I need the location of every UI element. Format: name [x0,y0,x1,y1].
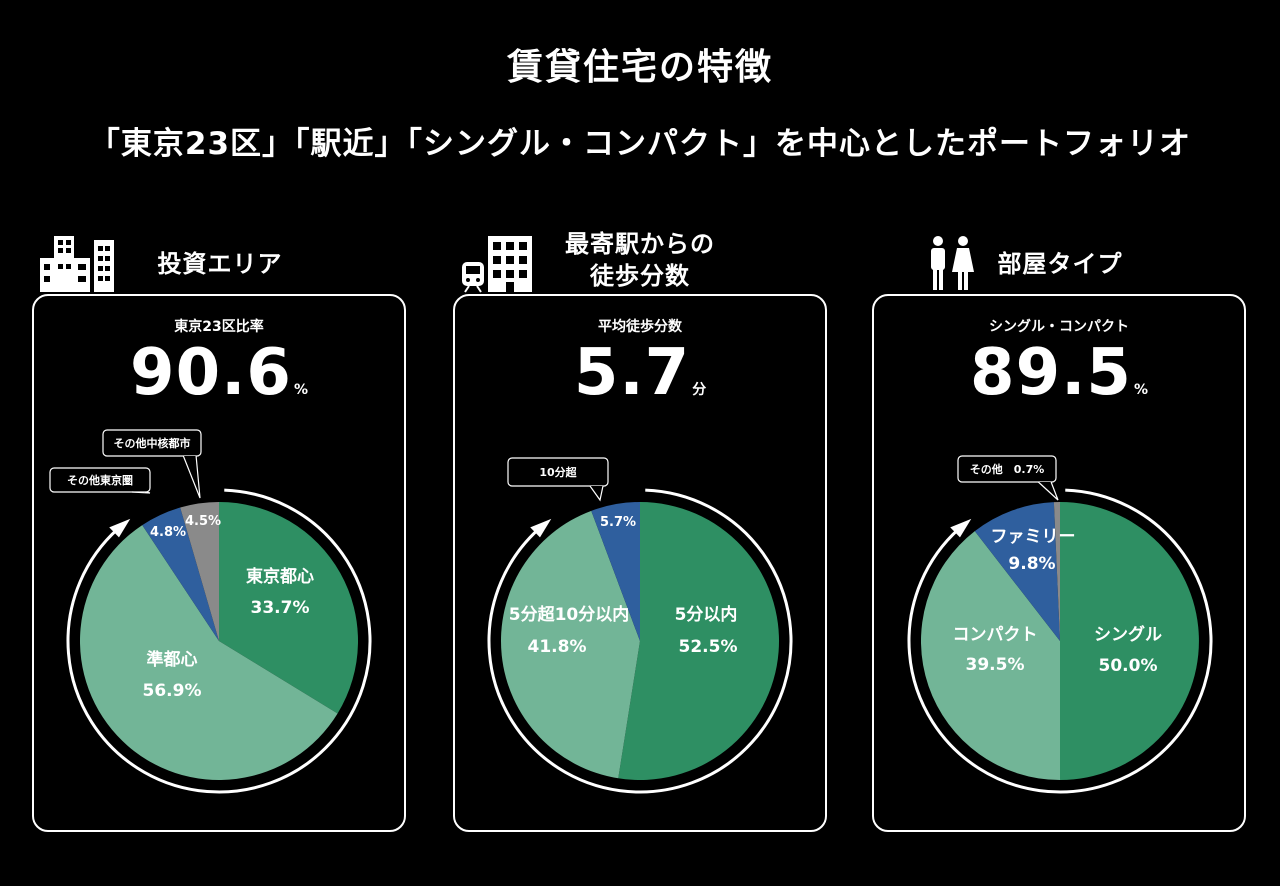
metric-number: 89.5 [970,336,1132,410]
callout-box [957,455,1057,483]
section-heading-room: 部屋タイプ [997,250,1123,278]
slice-category-label: 準都心 [147,649,198,670]
slice-value-label: 4.8% [150,525,186,540]
slice-value-label: 52.5% [679,637,738,657]
callout-pointer [131,491,151,494]
callout-pointer [1037,481,1059,501]
pie-slice [80,525,338,781]
callout-pointer [589,485,604,502]
pie-slice [142,507,219,641]
metric-number: 90.6 [130,336,292,410]
metric-label: 平均徒歩分数 [598,319,682,335]
buildings-icon [40,236,114,292]
callout-label: その他 0.7% [970,462,1045,476]
pie-slice [591,502,640,641]
walk-panel: 平均徒歩分数 5.7 分 [453,294,827,832]
metric-value: 90.6% [34,336,404,410]
slice-category-label: 5分以内 [675,604,738,625]
slice-category-label: 東京都心 [246,566,314,587]
slice-value-label: 4.5% [185,514,221,529]
area-panel: 東京23区比率 90.6% [32,294,406,832]
callout-box [102,429,202,457]
arrow-head-icon [109,518,131,538]
callout-box [507,457,609,487]
section-heading-walk-line2: 徒歩分数 [590,262,690,290]
callout-label: 10分超 [539,465,577,479]
pie-slice [974,502,1060,641]
callout-label: その他中核都市 [114,436,191,450]
section-heading-area: 投資エリア [157,250,283,278]
pie-slice [1060,502,1199,780]
metric-value: 89.5% [874,336,1244,410]
pie-slice [1053,502,1060,641]
slice-value-label: 50.0% [1099,656,1158,676]
metric-number: 5.7 [573,336,691,410]
section-heading-walk-line1: 最寄駅からの [565,230,715,258]
pie-slice [921,531,1060,780]
pie-outer-arc [487,488,793,794]
slice-category-label: 5分超10分以内 [509,604,630,625]
callout-pointer [182,455,201,499]
page-title: 賃貸住宅の特徴 [506,47,773,88]
pie-outer-arc [66,488,372,794]
pie-outer-arc [907,488,1213,794]
arrow-head-icon [530,518,552,538]
metric-value: 5.7 分 [455,336,825,410]
callout-box [49,467,151,493]
slice-value-label: 41.8% [528,637,587,657]
callout-label: その他東京圏 [67,473,133,487]
train-station-icon [462,236,532,293]
room-panel: シングル・コンパクト 89.5% [872,294,1246,832]
slice-value-label: 39.5% [966,655,1025,675]
metric-unit: % [1133,382,1148,398]
pie-slice [618,502,779,780]
pie-slice [501,510,640,779]
slice-category-label: コンパクト [953,625,1038,645]
metric-unit: 分 [692,382,707,398]
slice-category-label: シングル [1094,624,1162,645]
metric-unit: % [293,382,308,398]
pie-slice [180,502,219,641]
metric-label: 東京23区比率 [174,319,264,335]
metric-label: シングル・コンパクト [989,319,1129,335]
slice-value-label: 56.9% [143,681,202,701]
slice-category-label: ファミリー [991,527,1076,547]
people-icon [931,236,974,290]
pie-slice [219,502,358,714]
slice-value-label: 9.8% [1008,554,1055,574]
page-subtitle: 「東京23区」「駅近」「シングル・コンパクト」を中心としたポートフォリオ [88,126,1192,162]
slice-value-label: 5.7% [600,515,636,530]
slice-value-label: 33.7% [251,598,310,618]
arrow-head-icon [950,518,972,538]
